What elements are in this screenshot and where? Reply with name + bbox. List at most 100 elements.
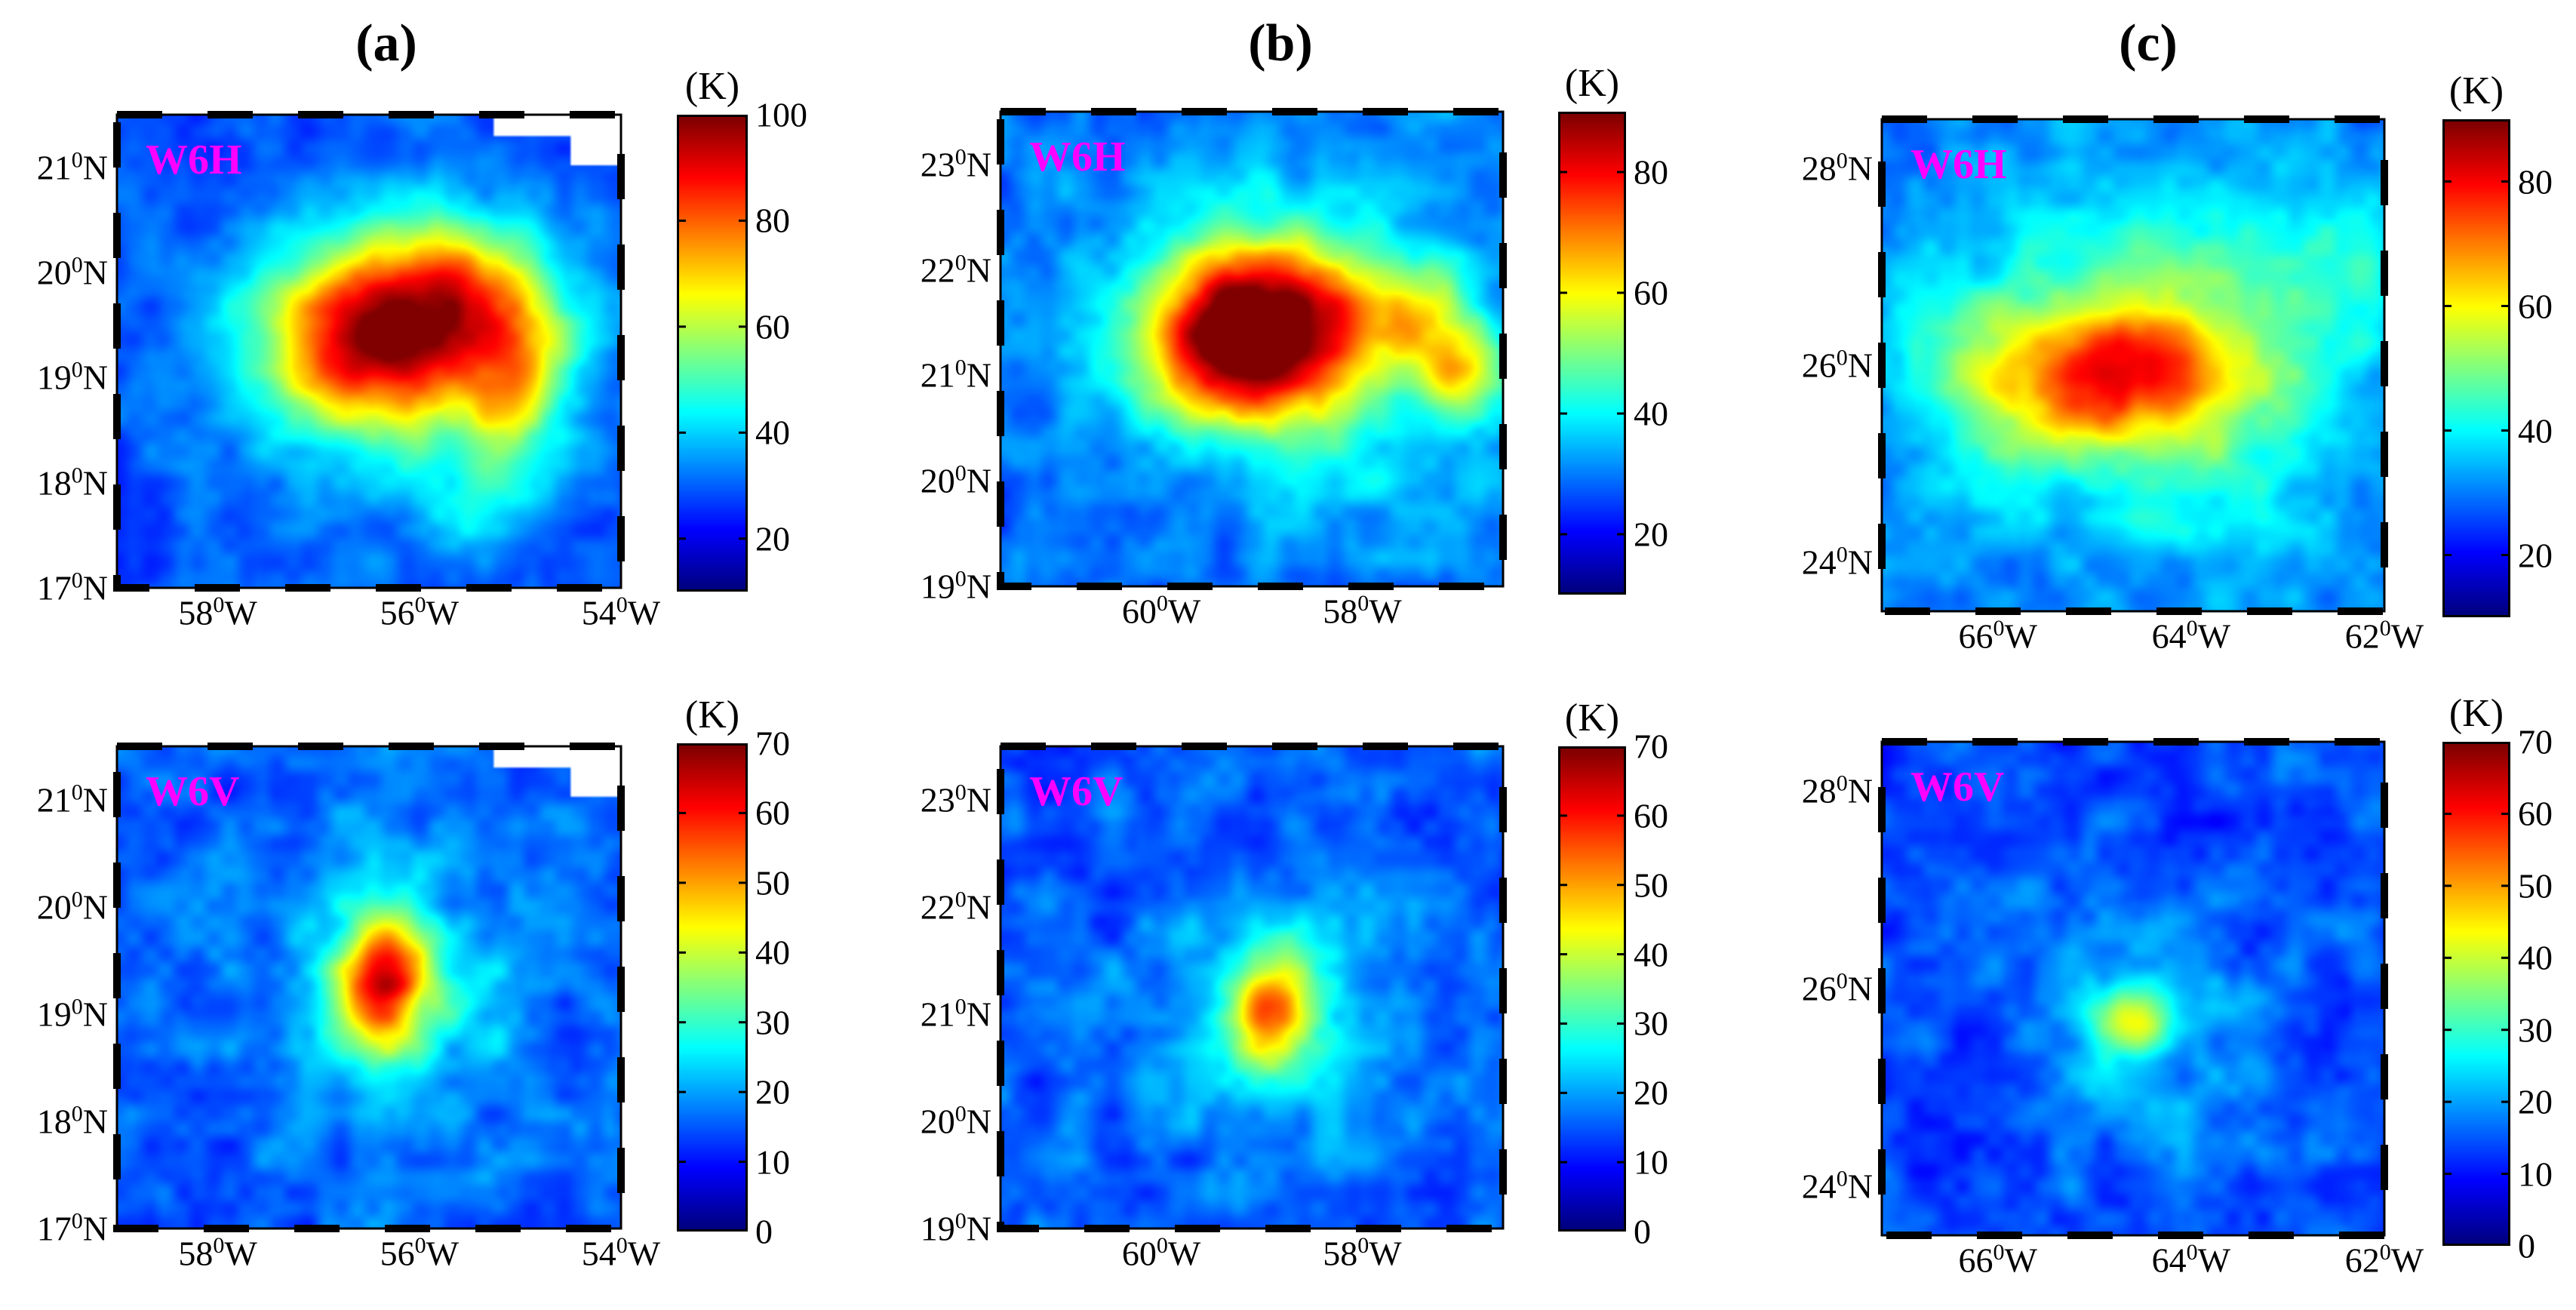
y-tick-label: 280N xyxy=(1801,770,1873,811)
channel-label-b-W6V: W6V xyxy=(1029,768,1124,815)
colorbar-tick-label: 50 xyxy=(755,863,790,903)
y-tick-label: 260N xyxy=(1801,968,1873,1008)
colorbar-tick-label: 60 xyxy=(755,793,790,832)
x-tick-label: 620W xyxy=(2344,616,2424,656)
x-tick-label: 620W xyxy=(2344,1240,2424,1280)
colorbar-tick-label: 40 xyxy=(2518,938,2553,977)
colorbar-tick-label: 60 xyxy=(2518,287,2553,325)
colorbar-tick-label: 0 xyxy=(755,1212,773,1251)
x-tick-label: 580W xyxy=(178,1233,257,1273)
colorbar-tick-label: 60 xyxy=(2518,794,2553,833)
map-border-dash xyxy=(997,743,1507,1232)
map-frame-b-W6V xyxy=(997,743,1507,1232)
x-tick-label: 580W xyxy=(1323,591,1402,631)
y-tick-label: 260N xyxy=(1801,345,1873,385)
colorbar-tick-label: 20 xyxy=(1634,1073,1668,1112)
colorbar-unit-b-W6V: (K) xyxy=(1564,697,1620,740)
x-tick-label: 660W xyxy=(1958,616,2037,656)
map-border-dash xyxy=(1878,738,2388,1239)
heatmap-c-W6V xyxy=(1882,742,2384,1235)
y-tick-label: 180N xyxy=(36,462,108,503)
map-frame-c-W6H xyxy=(1878,115,2388,615)
heatmap-b-W6H xyxy=(1001,112,1503,586)
colorbar-tick-label: 20 xyxy=(2518,536,2553,574)
y-tick-label: 220N xyxy=(920,887,991,927)
colorbar-tick-label: 10 xyxy=(2518,1155,2553,1194)
heatmap-a-W6V xyxy=(117,746,621,1229)
y-tick-label: 200N xyxy=(920,1101,991,1141)
y-tick-label: 190N xyxy=(36,357,108,397)
colorbar-tick-label: 80 xyxy=(1634,152,1668,192)
colorbar-tick-label: 0 xyxy=(1634,1212,1651,1251)
map-frame-c-W6V xyxy=(1878,738,2388,1239)
colorbar-tick-label: 10 xyxy=(1634,1142,1668,1182)
x-tick-label: 640W xyxy=(2151,616,2231,656)
colorbar-ticks-c-W6V xyxy=(2442,742,2510,1246)
colorbar-tick-label: 20 xyxy=(755,519,790,558)
map-border xyxy=(1880,118,2386,613)
column-title-c: (c) xyxy=(2119,14,2178,72)
colorbar-tick-label: 60 xyxy=(1634,796,1668,835)
colorbar-ticks-c-W6H xyxy=(2442,180,2510,556)
x-tick-label: 560W xyxy=(380,1233,460,1273)
colorbar-b-W6H xyxy=(1558,112,1626,595)
y-tick-label: 200N xyxy=(36,887,108,927)
x-tick-label: 660W xyxy=(1958,1240,2037,1280)
colorbar-unit-c-W6V: (K) xyxy=(2448,692,2504,735)
x-tick-label: 600W xyxy=(1121,591,1201,631)
colorbar-tick-label: 50 xyxy=(2518,866,2553,906)
colorbar-ticks-a-W6V xyxy=(677,743,748,1232)
map-border xyxy=(115,113,622,589)
colorbar-c-W6V xyxy=(2442,742,2510,1246)
y-tick-label: 220N xyxy=(920,249,991,290)
colorbar-unit-a-W6H: (K) xyxy=(684,65,740,108)
map-border-dash xyxy=(997,108,1507,590)
x-tick-label: 580W xyxy=(1323,1233,1402,1273)
channel-label-c-W6H: W6H xyxy=(1910,141,2007,188)
y-tick-label: 190N xyxy=(920,1208,991,1248)
colorbar-tick-label: 20 xyxy=(2518,1082,2553,1121)
colorbar-tick-label: 40 xyxy=(1634,394,1668,433)
map-frame-a-W6H xyxy=(113,111,625,592)
x-tick-label: 600W xyxy=(1121,1233,1201,1273)
heatmap-b-W6V xyxy=(1001,746,1503,1229)
map-frame-b-W6H xyxy=(997,108,1507,590)
y-tick-label: 170N xyxy=(36,1208,108,1248)
colorbar-tick-label: 70 xyxy=(755,724,790,763)
colorbar-tick-label: 20 xyxy=(755,1072,790,1112)
y-tick-label: 280N xyxy=(1801,148,1873,188)
colorbar-tick-label: 80 xyxy=(755,201,790,240)
colorbar-tick-label: 10 xyxy=(755,1142,790,1182)
map-border-dash xyxy=(1878,115,2388,615)
heatmap-a-W6H xyxy=(117,115,621,588)
column-title-a: (a) xyxy=(355,14,417,72)
map-border xyxy=(1880,740,2386,1237)
channel-label-b-W6H: W6H xyxy=(1029,134,1126,180)
y-tick-label: 200N xyxy=(920,460,991,500)
colorbar-b-W6V xyxy=(1558,746,1626,1232)
colorbar-unit-b-W6H: (K) xyxy=(1564,62,1620,105)
colorbar-tick-label: 20 xyxy=(1634,515,1668,554)
y-tick-label: 170N xyxy=(36,567,108,607)
colorbar-tick-label: 30 xyxy=(2518,1010,2553,1050)
map-frame-a-W6V xyxy=(113,743,625,1232)
x-tick-label: 540W xyxy=(581,1233,661,1273)
x-tick-label: 540W xyxy=(581,592,661,632)
colorbar-tick-label: 30 xyxy=(755,1003,790,1042)
channel-label-c-W6V: W6V xyxy=(1910,764,2005,810)
colorbar-a-W6H xyxy=(677,115,748,592)
channel-label-a-W6H: W6H xyxy=(146,137,242,183)
colorbar-ticks-b-W6H xyxy=(1558,171,1626,536)
colorbar-tick-label: 70 xyxy=(2518,722,2553,761)
x-tick-label: 640W xyxy=(2151,1240,2231,1280)
y-tick-label: 230N xyxy=(920,144,991,184)
y-tick-label: 200N xyxy=(36,252,108,292)
colorbar-ticks-a-W6H xyxy=(677,115,748,540)
colorbar-tick-label: 70 xyxy=(1634,727,1668,766)
colorbar-tick-label: 60 xyxy=(1634,273,1668,312)
channel-label-a-W6V: W6V xyxy=(146,768,240,815)
y-tick-label: 210N xyxy=(36,146,108,187)
colorbar-tick-label: 0 xyxy=(2518,1226,2535,1265)
colorbar-tick-label: 30 xyxy=(1634,1004,1668,1043)
